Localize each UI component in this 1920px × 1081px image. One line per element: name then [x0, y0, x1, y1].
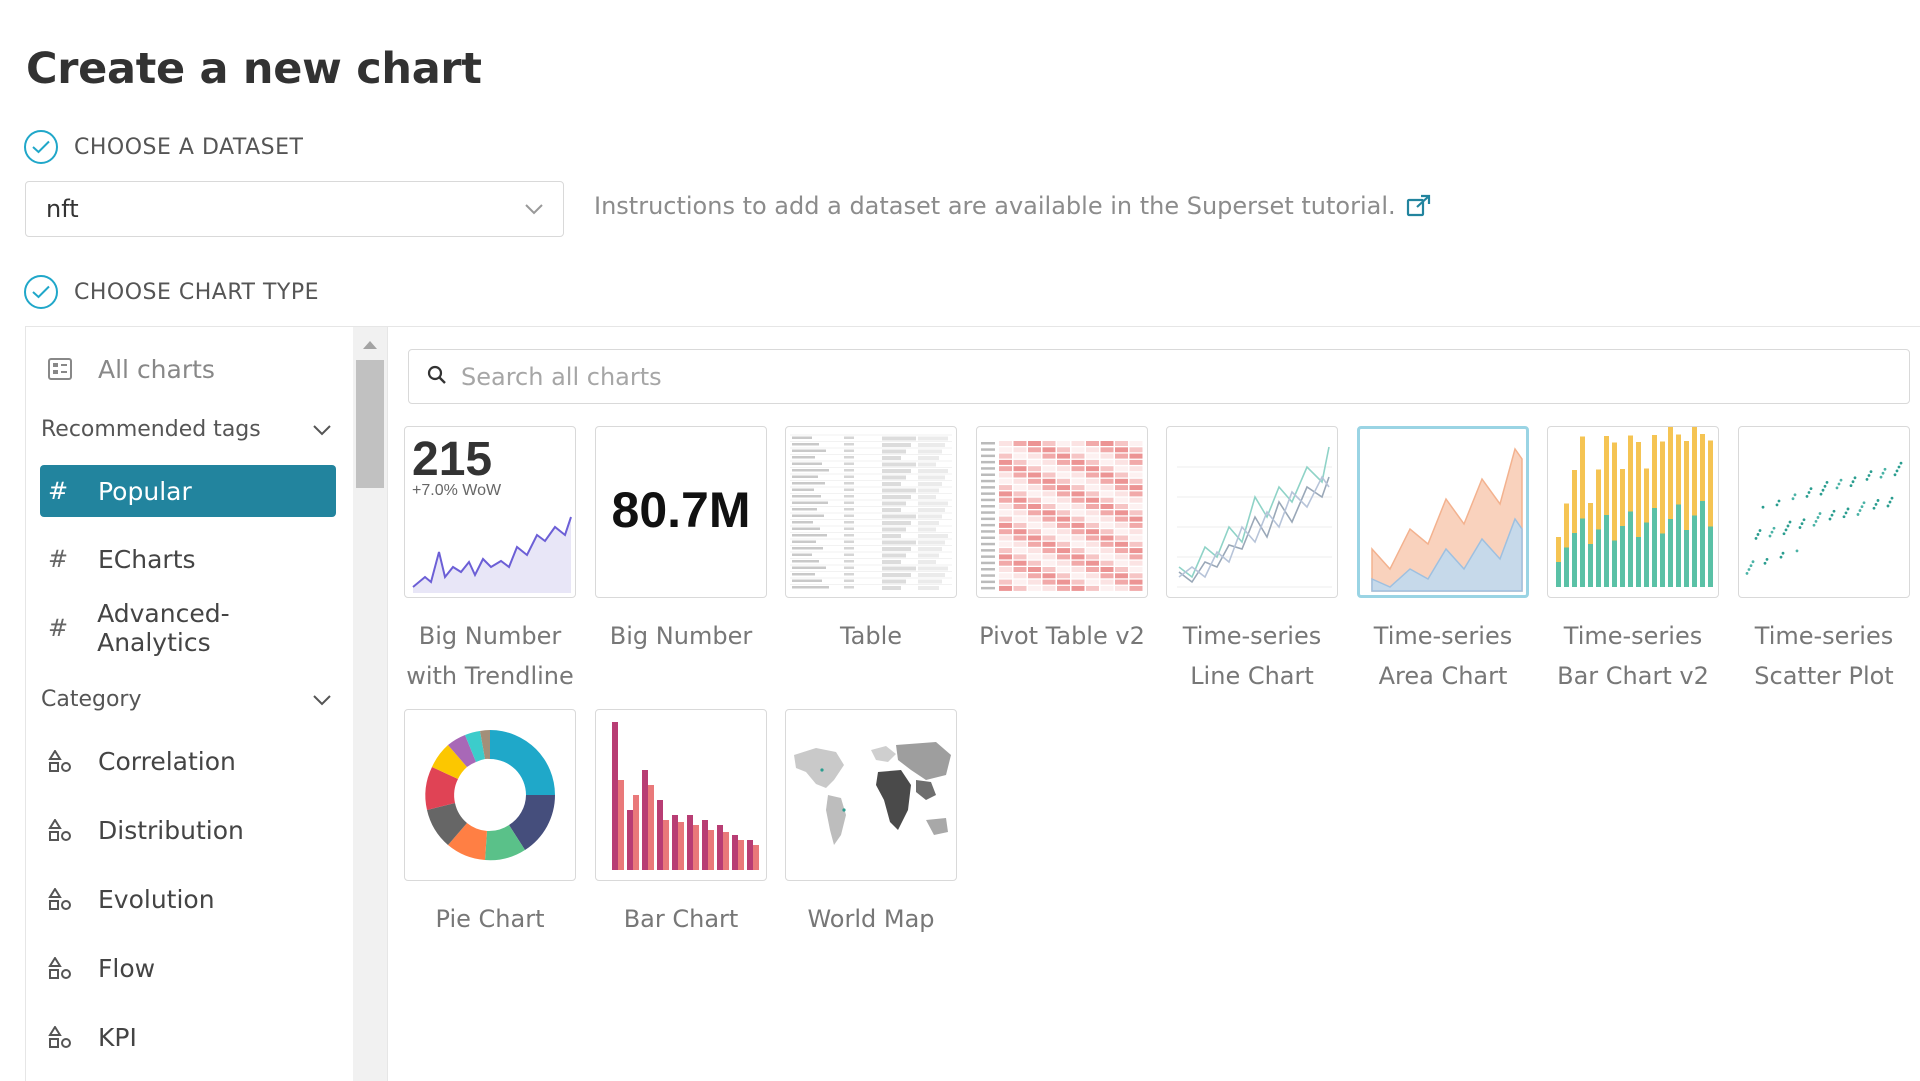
- chart-card-label: Time-series Bar Chart v2: [1557, 622, 1709, 690]
- chart-thumbnail: [1166, 426, 1338, 598]
- scrollbar-thumb[interactable]: [356, 360, 384, 488]
- chart-card-label: Big Number with Trendline: [406, 622, 574, 690]
- chart-thumbnail: [1357, 426, 1529, 598]
- chart-card-world-map[interactable]: World Map: [785, 709, 957, 939]
- dataset-select[interactable]: nft: [25, 181, 564, 237]
- category-header[interactable]: Category: [41, 687, 331, 712]
- chevron-down-icon: [313, 687, 331, 712]
- chart-card-big-number-trendline[interactable]: 215 +7.0% WoW Big Number with Trendline: [404, 426, 576, 696]
- chart-thumbnail: [404, 709, 576, 881]
- dataset-instructions: Instructions to add a dataset are availa…: [594, 192, 1432, 220]
- sidebar-item-label: ECharts: [98, 544, 196, 574]
- check-circle-icon: [24, 130, 58, 164]
- chart-card-table[interactable]: Table: [785, 426, 957, 656]
- recommended-tags-header[interactable]: Recommended tags: [41, 417, 331, 442]
- chart-card-label: Table: [839, 622, 903, 650]
- chart-card-label: World Map: [807, 905, 935, 933]
- check-circle-icon: [24, 275, 58, 309]
- chart-card-pivot-table[interactable]: Pivot Table v2: [976, 426, 1148, 656]
- sidebar-item-label: KPI: [98, 1022, 137, 1052]
- chart-card-label: Time-series Line Chart: [1182, 622, 1322, 690]
- chart-card-timeseries-area[interactable]: Time-series Area Chart: [1357, 426, 1529, 696]
- chart-type-panel: All charts Recommended tags # Popular # …: [25, 326, 1920, 1081]
- chart-thumbnail: [976, 426, 1148, 598]
- sidebar-item-evolution[interactable]: Evolution: [40, 873, 336, 925]
- chart-card-label: Pivot Table v2: [979, 622, 1145, 650]
- chart-card-timeseries-scatter[interactable]: Time-series Scatter Plot: [1738, 426, 1910, 696]
- search-input[interactable]: [459, 361, 1863, 392]
- chart-sidebar: All charts Recommended tags # Popular # …: [26, 327, 353, 1081]
- chart-card-pie[interactable]: Pie Chart: [404, 709, 576, 939]
- hash-icon: #: [48, 614, 69, 642]
- chart-thumbnail: 215 +7.0% WoW: [404, 426, 576, 598]
- instructions-text: Instructions to add a dataset are availa…: [594, 192, 1396, 220]
- sidebar-item-label: Correlation: [98, 746, 236, 776]
- chart-card-bar[interactable]: Bar Chart: [595, 709, 767, 939]
- sidebar-item-kpi[interactable]: KPI: [40, 1011, 336, 1063]
- category-shapes-icon: [48, 819, 82, 841]
- list-card-icon: [48, 358, 82, 380]
- step-label: CHOOSE CHART TYPE: [74, 279, 320, 305]
- sidebar-scrollbar[interactable]: [353, 327, 388, 1081]
- chart-card-big-number[interactable]: 80.7M Big Number: [595, 426, 767, 656]
- step-label: CHOOSE A DATASET: [74, 134, 304, 160]
- search-icon: [427, 365, 447, 389]
- scroll-up-arrow-icon[interactable]: [363, 341, 377, 349]
- sidebar-item-label: Flow: [98, 953, 156, 983]
- sidebar-item-flow[interactable]: Flow: [40, 942, 336, 994]
- thumb-big-value: 80.7M: [612, 482, 751, 538]
- chevron-down-icon: [313, 417, 331, 442]
- sidebar-item-all-charts[interactable]: All charts: [40, 343, 336, 395]
- sidebar-item-correlation[interactable]: Correlation: [40, 735, 336, 787]
- thumb-big-value: 215: [412, 433, 492, 486]
- category-shapes-icon: [48, 957, 82, 979]
- sidebar-item-echarts[interactable]: # ECharts: [40, 533, 336, 585]
- sidebar-item-label: Evolution: [98, 884, 215, 914]
- sidebar-item-label: Distribution: [98, 815, 244, 845]
- hash-icon: #: [48, 477, 69, 505]
- hash-icon: #: [48, 545, 69, 573]
- chart-card-label: Time-series Scatter Plot: [1754, 622, 1894, 690]
- category-shapes-icon: [48, 1026, 82, 1048]
- chart-thumbnail: [785, 709, 957, 881]
- category-label: Category: [41, 687, 142, 712]
- chart-thumbnail: [785, 426, 957, 598]
- chart-card-label: Time-series Area Chart: [1373, 622, 1513, 690]
- step-choose-dataset: CHOOSE A DATASET: [24, 130, 303, 164]
- chart-thumbnail: [595, 709, 767, 881]
- sidebar-item-label: All charts: [98, 354, 215, 384]
- chart-thumbnail: [1738, 426, 1910, 598]
- chart-card-timeseries-bar[interactable]: Time-series Bar Chart v2: [1547, 426, 1719, 696]
- dataset-select-value: nft: [46, 195, 79, 223]
- recommended-tags-label: Recommended tags: [41, 417, 261, 442]
- thumb-delta: +7.0% WoW: [412, 482, 502, 499]
- sidebar-item-label: Advanced-Analytics: [97, 599, 230, 657]
- chart-search[interactable]: [408, 349, 1910, 404]
- chevron-down-icon: [525, 200, 543, 219]
- chart-thumbnail: 80.7M: [595, 426, 767, 598]
- sidebar-item-distribution[interactable]: Distribution: [40, 804, 336, 856]
- step-choose-chart-type: CHOOSE CHART TYPE: [24, 275, 319, 309]
- sidebar-item-popular[interactable]: # Popular: [40, 465, 336, 517]
- chart-thumbnail: [1547, 426, 1719, 598]
- category-shapes-icon: [48, 888, 82, 910]
- chart-card-timeseries-line[interactable]: Time-series Line Chart: [1166, 426, 1338, 696]
- category-shapes-icon: [48, 750, 82, 772]
- chart-card-label: Pie Chart: [435, 905, 545, 933]
- sidebar-item-label: Popular: [98, 476, 192, 506]
- external-link-icon[interactable]: [1406, 194, 1432, 218]
- chart-card-label: Big Number: [609, 622, 753, 650]
- chart-card-label: Bar Chart: [623, 905, 739, 933]
- page-title: Create a new chart: [26, 44, 482, 94]
- sidebar-item-advanced-analytics[interactable]: # Advanced-Analytics: [40, 599, 336, 657]
